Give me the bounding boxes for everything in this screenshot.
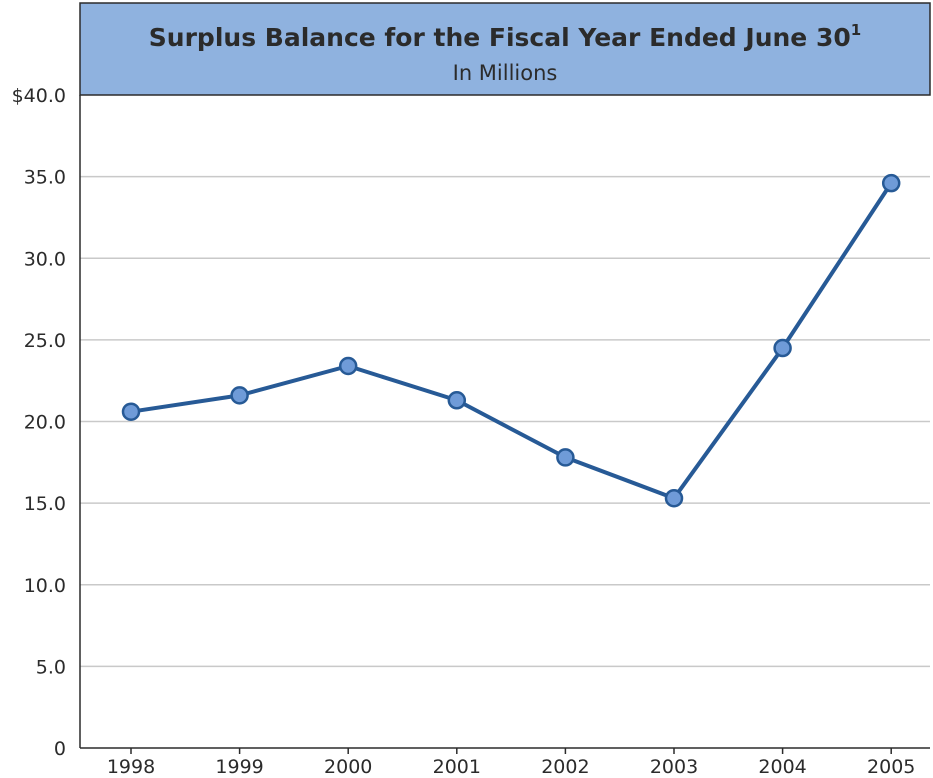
x-tick-label-2003: 2003 [650, 756, 698, 778]
y-tick-label-20: 20.0 [24, 412, 66, 434]
y-tick-label-25: 25.0 [24, 330, 66, 352]
x-tick-label-2002: 2002 [541, 756, 589, 778]
x-tick-label-1998: 1998 [107, 756, 155, 778]
data-point-2002 [556, 448, 575, 467]
chart-title-text: Surplus Balance for the Fiscal Year Ende… [149, 23, 851, 52]
chart-title-superscript: 1 [851, 21, 861, 39]
y-tick-labels: 0 5.0 10.0 15.0 20.0 25.0 30.0 35.0 $40.0 [12, 85, 66, 760]
x-tick-label-1999: 1999 [215, 756, 263, 778]
x-tick-label-2004: 2004 [758, 756, 806, 778]
y-tick-label-35: 35.0 [24, 167, 66, 189]
data-point-2004 [773, 338, 792, 358]
data-point-2003 [664, 488, 684, 508]
y-tick-label-30: 30.0 [24, 248, 66, 270]
chart-subtitle: In Millions [453, 61, 558, 85]
x-tick-marks [130, 748, 892, 754]
chart-title: Surplus Balance for the Fiscal Year Ende… [149, 21, 861, 52]
x-tick-labels: 1998 1999 2000 2001 2002 2003 2004 2005 [107, 756, 916, 778]
y-tick-label-10: 10.0 [24, 575, 66, 597]
x-tick-label-2000: 2000 [324, 756, 372, 778]
title-banner [79, 2, 931, 96]
y-tick-label-0: 0 [54, 738, 66, 760]
data-point-2000 [338, 356, 358, 376]
series-line [129, 181, 894, 501]
series-points [121, 173, 901, 508]
y-tick-label-5: 5.0 [36, 656, 66, 678]
gridlines [80, 175, 930, 668]
data-point-2001 [447, 391, 467, 410]
y-tick-label-15: 15.0 [24, 493, 66, 515]
data-point-2005 [881, 173, 901, 193]
data-point-1999 [230, 386, 249, 405]
data-point-1998 [121, 402, 141, 421]
x-tick-label-2005: 2005 [867, 756, 915, 778]
y-tick-label-40: $40.0 [12, 85, 66, 107]
x-tick-label-2001: 2001 [433, 756, 481, 778]
